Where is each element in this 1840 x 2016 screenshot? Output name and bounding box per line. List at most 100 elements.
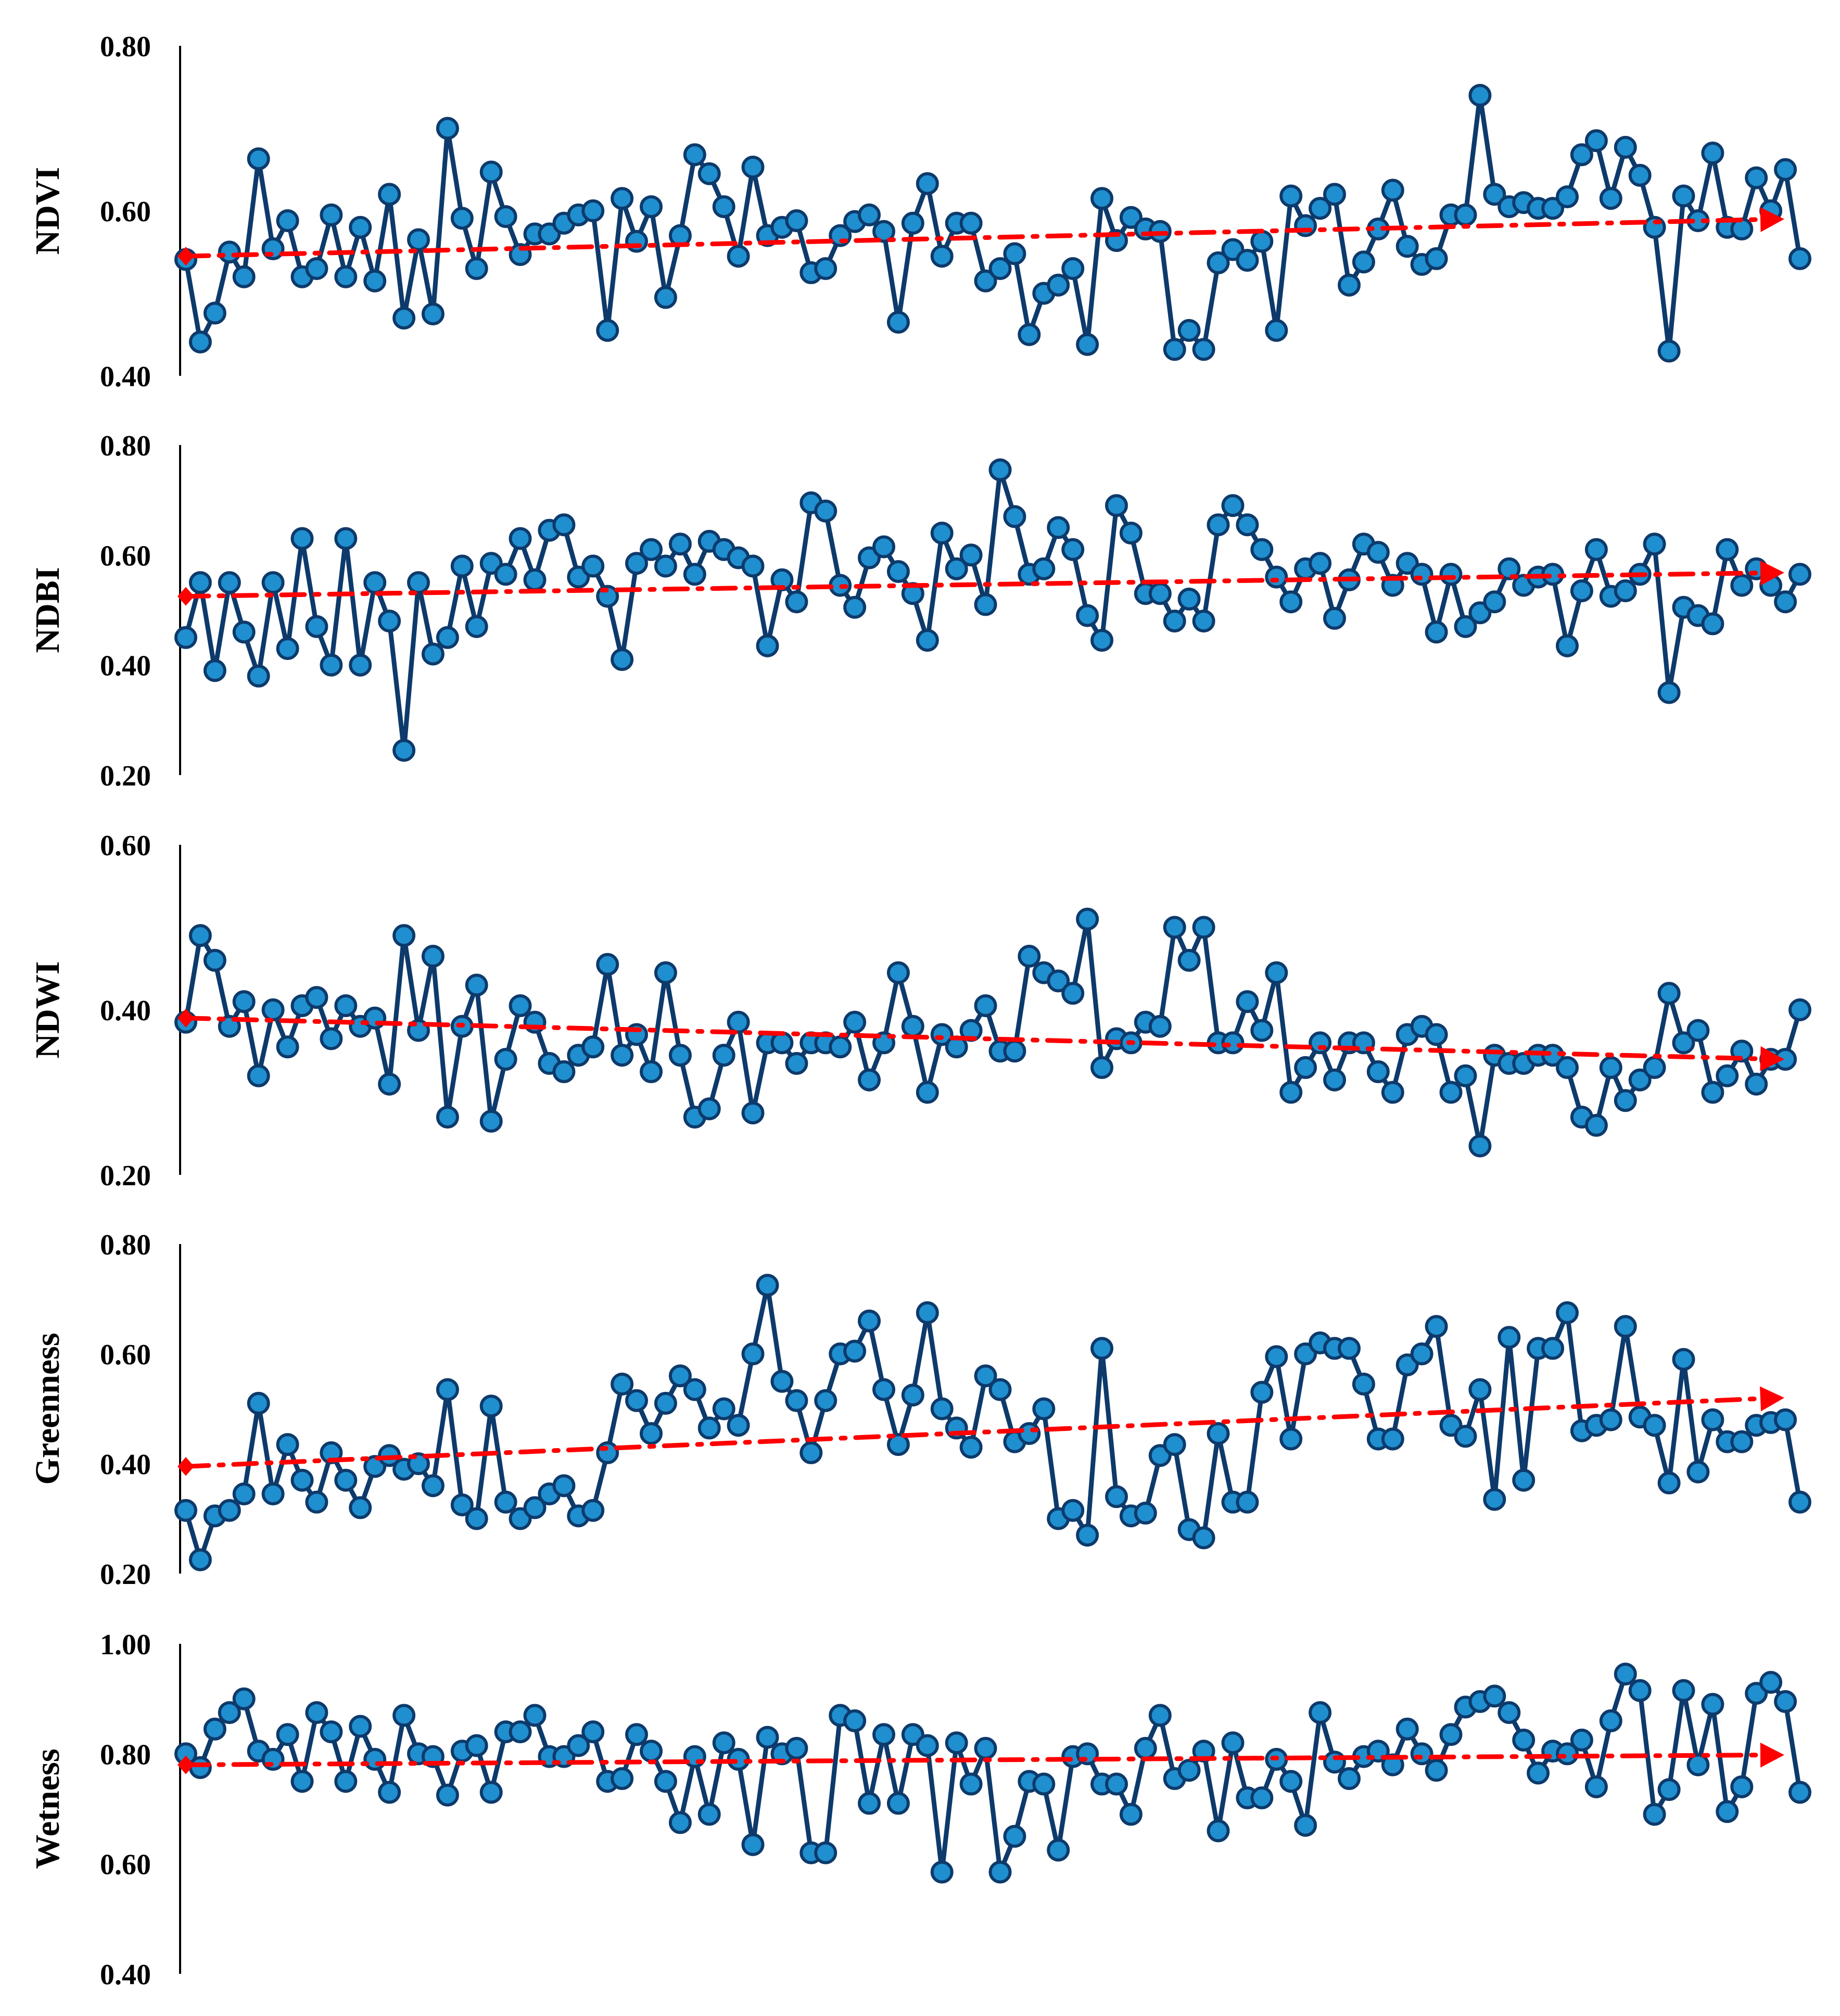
data-point bbox=[523, 568, 547, 591]
data-point bbox=[1047, 1839, 1070, 1862]
data-point bbox=[974, 593, 997, 616]
data-point bbox=[625, 1723, 648, 1746]
data-point bbox=[1439, 1723, 1463, 1746]
data-point bbox=[232, 620, 256, 644]
data-point bbox=[1716, 1800, 1739, 1823]
data-point bbox=[916, 1081, 939, 1104]
data-point bbox=[1628, 163, 1652, 187]
data-point bbox=[276, 637, 299, 660]
data-point bbox=[174, 1499, 197, 1522]
data-point bbox=[1614, 579, 1637, 602]
data-point bbox=[1657, 339, 1681, 363]
data-point bbox=[1716, 538, 1739, 561]
data-point bbox=[1061, 1499, 1085, 1522]
data-point bbox=[1468, 84, 1492, 107]
data-point bbox=[1003, 1824, 1026, 1848]
data-point bbox=[218, 571, 241, 594]
data-point bbox=[901, 1384, 924, 1407]
data-point bbox=[1410, 563, 1433, 586]
data-point bbox=[668, 1364, 692, 1388]
trend-arrowhead bbox=[1760, 1742, 1784, 1768]
trend-start-marker bbox=[177, 1755, 194, 1774]
data-point bbox=[640, 538, 663, 561]
data-point bbox=[1395, 1717, 1419, 1741]
data-point bbox=[1454, 1425, 1477, 1448]
data-point bbox=[1701, 1081, 1724, 1104]
series-line-greenness bbox=[183, 1283, 1803, 1563]
data-point bbox=[1032, 557, 1056, 580]
data-point bbox=[1556, 1056, 1579, 1079]
data-point bbox=[1657, 982, 1681, 1005]
data-point bbox=[843, 1010, 867, 1034]
data-point bbox=[509, 527, 532, 550]
data-point bbox=[1309, 197, 1332, 220]
data-point bbox=[611, 1044, 634, 1067]
data-point bbox=[218, 1499, 241, 1522]
data-point bbox=[916, 1301, 939, 1324]
data-point bbox=[1279, 1427, 1303, 1451]
data-point bbox=[1745, 1072, 1768, 1096]
data-point bbox=[1541, 1337, 1565, 1360]
data-point bbox=[1265, 961, 1288, 984]
data-point bbox=[1425, 247, 1448, 270]
data-point bbox=[552, 1474, 576, 1498]
y-tick-label: 0.60 bbox=[100, 830, 151, 862]
data-point bbox=[886, 1433, 910, 1456]
trend-line-ndvi bbox=[183, 217, 1782, 259]
data-point bbox=[1047, 273, 1070, 297]
data-point bbox=[1032, 1772, 1056, 1796]
data-point bbox=[188, 1548, 212, 1571]
data-point bbox=[1468, 1378, 1492, 1401]
data-point bbox=[232, 265, 256, 288]
data-point bbox=[654, 554, 677, 578]
data-point bbox=[1774, 1690, 1797, 1713]
data-point bbox=[421, 642, 445, 666]
data-point bbox=[349, 653, 372, 677]
data-point bbox=[1221, 1731, 1245, 1755]
data-point bbox=[305, 986, 328, 1009]
y-tick-label: 0.20 bbox=[100, 760, 151, 792]
data-point bbox=[654, 1770, 677, 1793]
data-point bbox=[945, 1731, 968, 1755]
y-tick-label: 0.40 bbox=[100, 1959, 151, 1991]
data-point bbox=[1352, 1373, 1375, 1396]
data-point bbox=[611, 187, 634, 210]
data-point bbox=[741, 1833, 765, 1856]
data-point bbox=[1236, 1490, 1259, 1514]
data-point bbox=[450, 554, 474, 578]
y-tick-label: 0.60 bbox=[100, 1849, 151, 1881]
data-point bbox=[683, 1378, 706, 1401]
data-point bbox=[1192, 1740, 1215, 1763]
data-point bbox=[654, 961, 677, 984]
data-point bbox=[232, 1482, 256, 1505]
data-point bbox=[1018, 945, 1041, 968]
y-tick-label: 0.40 bbox=[100, 995, 151, 1027]
data-point bbox=[218, 240, 241, 264]
data-point bbox=[1134, 1501, 1157, 1525]
data-point bbox=[334, 1468, 358, 1492]
data-point bbox=[188, 571, 212, 594]
data-point bbox=[916, 629, 939, 652]
data-point bbox=[683, 563, 706, 586]
data-point bbox=[290, 1468, 314, 1492]
data-point bbox=[1076, 604, 1099, 627]
data-point bbox=[334, 265, 358, 288]
data-point bbox=[290, 1770, 314, 1793]
data-point bbox=[247, 1391, 270, 1415]
data-point bbox=[1381, 179, 1404, 202]
data-point bbox=[349, 215, 372, 239]
y-axis-title-greenness: Greenness bbox=[29, 1333, 67, 1485]
y-tick-label: 0.40 bbox=[100, 361, 151, 393]
data-point bbox=[188, 331, 212, 353]
data-point bbox=[203, 1717, 226, 1741]
data-point bbox=[1599, 1709, 1622, 1732]
data-point bbox=[625, 1389, 648, 1412]
panel-ndwi: 0.20 0.40 0.60 NDWI bbox=[29, 830, 1811, 1192]
data-point bbox=[1381, 1427, 1404, 1451]
data-point bbox=[668, 532, 692, 556]
data-point bbox=[741, 1101, 765, 1125]
data-point bbox=[756, 1274, 779, 1297]
data-point bbox=[276, 1723, 299, 1746]
data-point bbox=[1323, 1068, 1346, 1092]
data-point bbox=[1061, 257, 1085, 280]
